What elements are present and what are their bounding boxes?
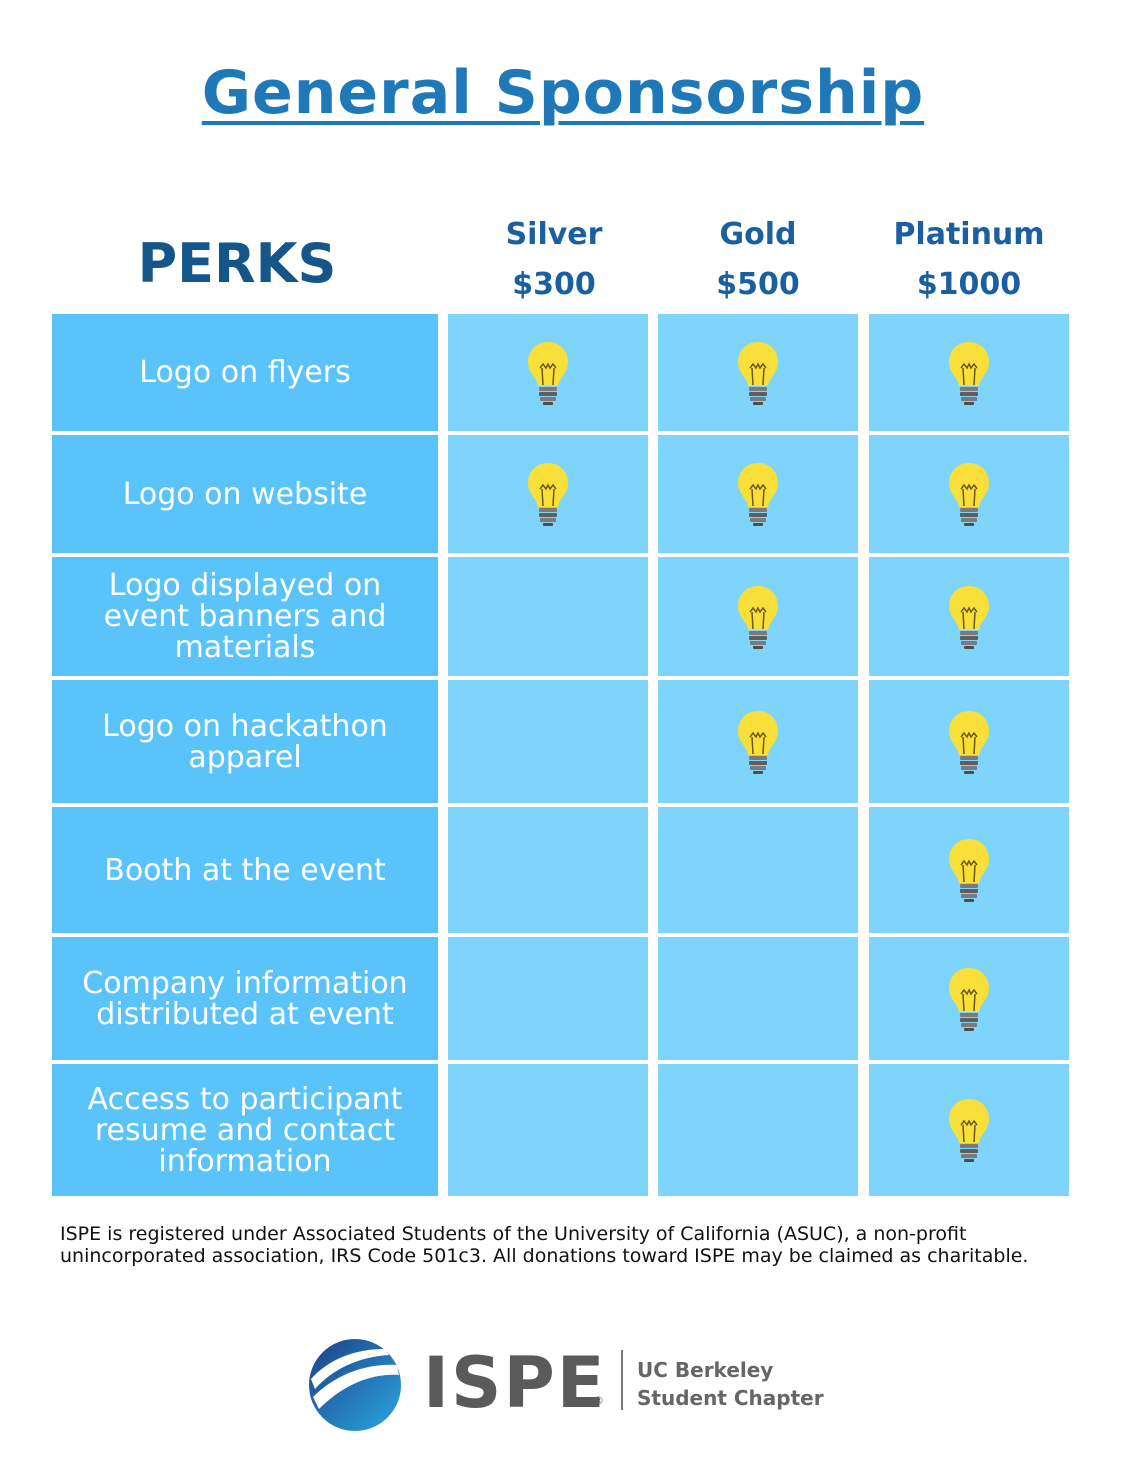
lightbulb-icon	[947, 837, 991, 903]
tier-cell-platinum	[869, 435, 1069, 553]
perks-heading: PERKS	[137, 232, 337, 295]
tier-cell-silver	[448, 314, 648, 431]
tier-name: Platinum	[893, 217, 1045, 252]
lightbulb-icon	[947, 584, 991, 650]
tier-cell-silver	[448, 807, 648, 933]
tier-cell-gold	[658, 680, 858, 803]
globe-icon	[309, 1339, 401, 1431]
lightbulb-icon	[736, 709, 780, 775]
lightbulb-icon	[736, 461, 780, 527]
logo-subtitle-line2: Student Chapter	[637, 1386, 824, 1410]
lightbulb-icon	[736, 584, 780, 650]
tier-cell-platinum	[869, 1064, 1069, 1196]
tier-cell-silver	[448, 557, 648, 676]
ispe-logo: ISPE ® UC Berkeley Student Chapter	[305, 1330, 825, 1440]
perk-label: Logo on website	[52, 435, 438, 553]
tier-cell-gold	[658, 1064, 858, 1196]
perk-label: Access to participant resume and contact…	[52, 1064, 438, 1196]
page-title: General Sponsorship	[201, 58, 925, 128]
tier-cell-gold	[658, 314, 858, 431]
lightbulb-icon	[947, 709, 991, 775]
perk-label: Logo displayed on event banners and mate…	[52, 557, 438, 676]
registered-mark: ®	[593, 1394, 604, 1407]
logo-divider	[621, 1350, 623, 1410]
tier-header-gold: Gold $500	[658, 210, 858, 310]
logo-subtitle-line1: UC Berkeley	[637, 1358, 774, 1382]
footnote: ISPE is registered under Associated Stud…	[60, 1223, 1029, 1267]
lightbulb-icon	[947, 461, 991, 527]
tier-name: Silver	[505, 217, 603, 252]
lightbulb-icon	[736, 340, 780, 406]
tier-cell-platinum	[869, 680, 1069, 803]
tier-cell-silver	[448, 937, 648, 1060]
lightbulb-icon	[947, 1097, 991, 1163]
tier-cell-gold	[658, 937, 858, 1060]
tier-cell-silver	[448, 435, 648, 553]
tier-price: $500	[716, 267, 800, 302]
tier-name: Gold	[719, 217, 797, 252]
tier-cell-silver	[448, 680, 648, 803]
logo-subtitle: UC Berkeley Student Chapter	[637, 1356, 824, 1412]
tier-price: $300	[512, 267, 596, 302]
tier-cell-gold	[658, 807, 858, 933]
tier-cell-platinum	[869, 314, 1069, 431]
perk-label: Logo on flyers	[52, 314, 438, 431]
tier-price: $1000	[916, 267, 1022, 302]
tier-header-platinum: Platinum $1000	[869, 210, 1069, 310]
tier-cell-silver	[448, 1064, 648, 1196]
tier-cell-gold	[658, 557, 858, 676]
lightbulb-icon	[947, 966, 991, 1032]
perk-label: Booth at the event	[52, 807, 438, 933]
lightbulb-icon	[526, 340, 570, 406]
tier-header-silver: Silver $300	[454, 210, 654, 310]
lightbulb-icon	[947, 340, 991, 406]
perk-label: Logo on hackathon apparel	[52, 680, 438, 803]
tier-cell-platinum	[869, 807, 1069, 933]
tier-cell-gold	[658, 435, 858, 553]
perk-label: Company information distributed at event	[52, 937, 438, 1060]
tier-cell-platinum	[869, 557, 1069, 676]
lightbulb-icon	[526, 461, 570, 527]
logo-wordmark: ISPE	[423, 1342, 607, 1424]
tier-cell-platinum	[869, 937, 1069, 1060]
